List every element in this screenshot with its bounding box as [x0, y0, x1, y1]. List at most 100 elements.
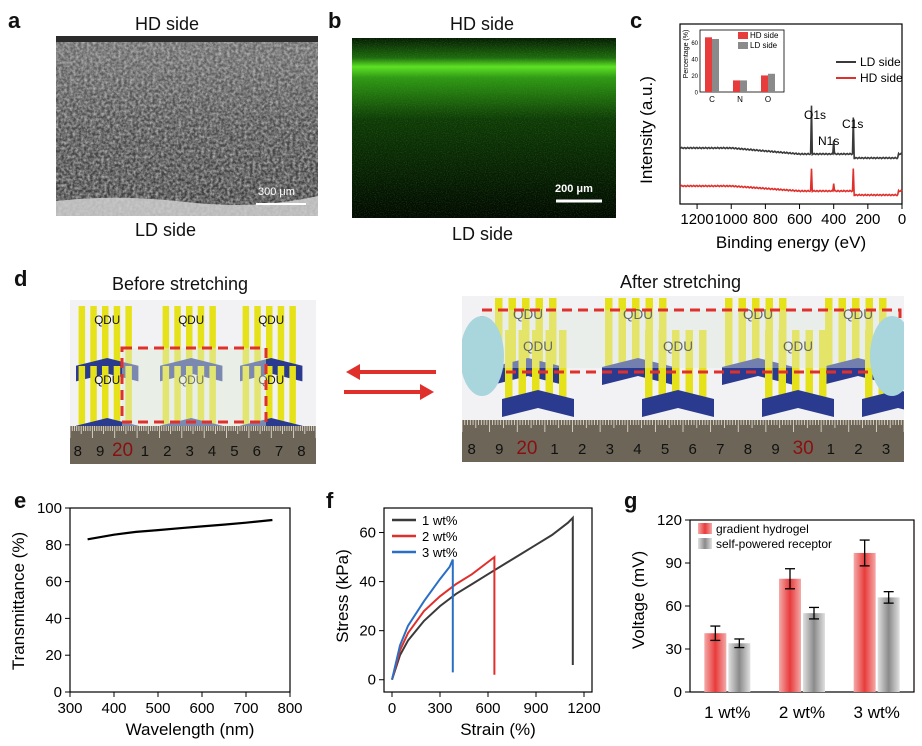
electrode-finger [819, 330, 827, 399]
chart-c-xtick-label: 200 [855, 211, 880, 228]
ruler-label: 1 [827, 441, 835, 458]
chart-f-ytick-label: 20 [359, 623, 376, 640]
electrode-finger [685, 330, 693, 399]
electrode-finger [125, 366, 132, 426]
chart-f-series-2 [391, 559, 454, 680]
chart-g-category-label: 3 wt% [854, 703, 900, 722]
electrode-finger [78, 306, 86, 366]
chart-e-xtick-label: 600 [189, 700, 214, 717]
inset-bar-hd [761, 75, 768, 92]
chart-g-category-label: 1 wt% [704, 703, 750, 722]
chart-g-legend-swatch-0 [698, 523, 712, 534]
chart-g-bar-0 [853, 552, 876, 692]
panel-f-label: f [326, 488, 334, 513]
fluorescence-scale-bar-label: 200 μm [555, 183, 593, 195]
ruler-label: 5 [230, 443, 238, 460]
ruler-label: 7 [716, 441, 724, 458]
highlight-box [120, 346, 268, 424]
ruler-label: 20 [516, 438, 537, 459]
panel-a-bottom-caption: LD side [135, 220, 197, 240]
sensor-right-6: QDU [762, 330, 834, 417]
electrode-finger [242, 306, 250, 366]
chart-g-legend-swatch-1 [698, 538, 712, 549]
chart-c-legend-ld: LD side [860, 55, 901, 69]
chart-g-ytick-label: 90 [665, 555, 682, 572]
electrode-finger [852, 298, 860, 367]
chart-c-frame [679, 23, 903, 205]
fluorescence-image: 200 μm [352, 38, 616, 218]
ruler-label: 9 [495, 441, 503, 458]
chart-f-xtick-label: 900 [523, 700, 548, 717]
chart-c-xlabel: Binding energy (eV) [716, 233, 866, 252]
ruler-svg: 8 9 20 1 2 3 4 5 6 7 8 9 30 1 2 3 [462, 420, 904, 459]
ruler-label: 8 [74, 443, 82, 460]
chart-g: Voltage (mV) 0 30 60 90 120 1 wt% 2 wt% 3 wt% gr… [629, 512, 915, 722]
ruler-svg: 8 9 20 1 2 3 4 5 6 7 8 [70, 426, 316, 461]
inset-ytick-label: 0 [695, 91, 699, 97]
chart-e-series-line [87, 518, 273, 541]
chart-e-ytick-label: 80 [45, 537, 62, 554]
electrode-pad [502, 390, 574, 417]
electrode-finger [254, 306, 261, 366]
stretched-film [482, 310, 902, 368]
after-ruler: 8 9 20 1 2 3 4 5 6 7 8 9 30 1 2 3 [462, 420, 904, 462]
chart-e-xtick-label: 500 [145, 700, 170, 717]
ruler-label: 3 [606, 441, 614, 458]
chart-e-xlabel: Wavelength (nm) [126, 720, 255, 739]
qdu-logo: QDU [94, 374, 120, 387]
chart-c-inset-bars: 0 20 40 60 C N O [691, 37, 775, 104]
electrode-pad [762, 390, 834, 417]
chart-c-annotation-c1s: C1s [842, 117, 863, 131]
inset-ytick-label: 60 [691, 41, 698, 47]
electrode-finger [209, 366, 216, 426]
inset-legend-ld-swatch [738, 42, 748, 49]
after-stretching-caption: After stretching [620, 272, 742, 292]
sensor-right-4: QDU [502, 330, 574, 417]
ruler-label: 8 [297, 443, 305, 460]
chart-c: Intensity (a.u.) 1200 1000 800 600 400 200 0 B… [637, 23, 906, 252]
electrode-finger [778, 330, 786, 399]
ruler-label: 20 [112, 440, 133, 461]
panel-e-label: e [14, 488, 27, 513]
chart-f-series-1 [391, 555, 496, 680]
panel-b-top-caption: HD side [450, 14, 515, 34]
chart-e-xtick-label: 800 [277, 700, 302, 717]
glove-left [462, 316, 504, 396]
chart-f-xtick-label: 1200 [567, 700, 600, 717]
chart-c-inset-legend-ld: LD side [750, 41, 778, 50]
chart-c-annotation-o1s: O1s [804, 108, 826, 122]
glove-right [870, 316, 904, 396]
chart-c-inset-ylabel: Percentage (%) [683, 30, 690, 79]
electrode-finger [658, 330, 666, 399]
chart-e-ytick-label: 0 [54, 684, 62, 701]
ruler-label: 3 [882, 441, 890, 458]
sem-image: 300 μm [56, 36, 318, 216]
hydrogel-film [122, 348, 266, 426]
chart-f-ylabel: Stress (kPa) [333, 549, 352, 643]
electrode-finger [186, 366, 193, 426]
chart-e-ytick-label: 60 [45, 574, 62, 591]
sem-texture [56, 36, 318, 216]
electrode-finger [102, 366, 109, 426]
electrode-finger [752, 298, 760, 367]
after-stretching-photo: QDUQDUQDUQDUQDUQDUQDUQDU 892012345678930… [462, 296, 904, 462]
chart-c-inset-legend-hd: HD side [750, 31, 779, 40]
electrode-finger [672, 330, 680, 399]
ruler-label: 2 [163, 443, 171, 460]
electrode-finger [289, 366, 296, 426]
electrode-finger [197, 306, 205, 366]
electrode-finger [162, 366, 170, 426]
inset-ytick-label: 40 [691, 57, 698, 63]
ruler-label: 9 [771, 441, 779, 458]
panel-a-top-caption: HD side [135, 14, 200, 34]
electrode-finger [605, 298, 613, 367]
electrode-finger [174, 366, 181, 426]
panel-a-label: a [8, 8, 21, 33]
electrode-finger [699, 330, 707, 399]
chart-g-category-label: 2 wt% [779, 703, 825, 722]
fluorescence-texture [352, 38, 616, 218]
chart-g-ytick-label: 120 [657, 512, 682, 529]
chart-e-ytick-label: 40 [45, 610, 62, 627]
electrode-finger [505, 330, 513, 399]
chart-e: Transmittance (%) Wavelength (nm) 300 400… [9, 500, 303, 739]
